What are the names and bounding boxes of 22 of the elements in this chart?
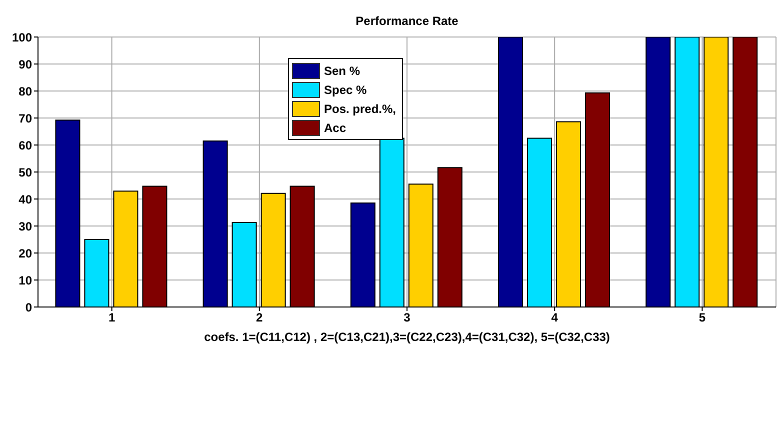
y-tick-label: 10 [18,273,32,288]
x-tick-label: 2 [256,310,264,325]
legend-label: Spec % [324,82,367,96]
x-tick-label: 3 [404,310,411,325]
y-tick-label: 90 [18,57,32,72]
y-tick-label: 20 [18,246,32,260]
legend-label: Acc [324,120,346,134]
x-axis-title: coefs. 1=(C11,C12) , 2=(C13,C21),3=(C22,C23),4=(C31,C32), 5=(C32,C33) [204,330,610,344]
x-tick-label: 1 [108,310,116,325]
x-tick-label: 5 [698,310,706,325]
x-tick-label: 4 [551,310,558,325]
y-tick-label: 70 [18,111,32,126]
y-tick-label: 30 [18,219,32,234]
y-tick-label: 40 [18,192,32,206]
legend-label: Sen % [324,64,360,78]
chart-title: Performance Rate [354,14,460,28]
legend-label: Pos. pred.%, [324,102,396,116]
y-tick-label: 0 [25,300,32,314]
y-tick-label: 50 [18,165,32,180]
y-tick-label: 60 [18,138,32,152]
y-tick-label: 80 [18,84,32,98]
y-tick-label: 100 [12,30,32,44]
